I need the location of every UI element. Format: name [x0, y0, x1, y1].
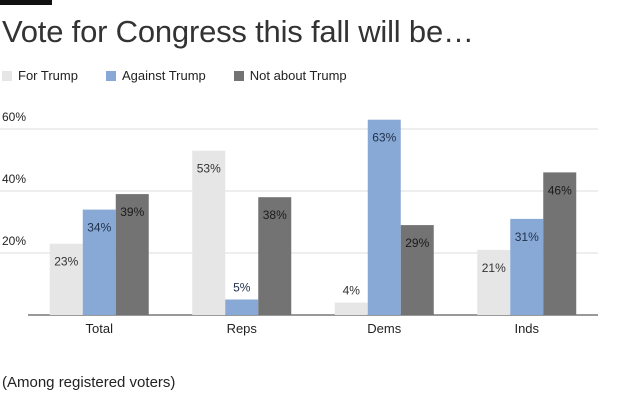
data-label: 63%	[372, 131, 396, 145]
legend: For Trump Against Trump Not about Trump	[2, 68, 375, 83]
x-category-label: Inds	[514, 321, 539, 336]
data-label: 4%	[343, 284, 361, 298]
bar	[82, 209, 116, 315]
legend-label-not-about-trump: Not about Trump	[249, 68, 347, 83]
data-label: 46%	[548, 183, 572, 197]
bar	[367, 119, 401, 315]
bar	[477, 249, 511, 315]
legend-swatch-against-trump	[105, 70, 116, 81]
bar	[258, 197, 292, 315]
bar	[510, 218, 544, 315]
data-label: 21%	[482, 261, 506, 275]
x-category-label: Total	[86, 321, 114, 336]
data-label: 53%	[197, 162, 221, 176]
x-category-label: Reps	[227, 321, 258, 336]
bar	[334, 302, 368, 315]
data-label: 5%	[233, 281, 251, 295]
legend-item-not-about-trump: Not about Trump	[233, 68, 347, 83]
y-tick-label: 40%	[2, 172, 26, 186]
data-label: 29%	[405, 236, 429, 250]
bar	[543, 172, 577, 315]
legend-swatch-for-trump	[2, 70, 12, 81]
bar	[225, 299, 259, 315]
data-label: 34%	[87, 221, 111, 235]
x-category-label: Dems	[367, 321, 401, 336]
footnote: (Among registered voters)	[2, 374, 176, 391]
data-label: 38%	[263, 208, 287, 222]
data-label: 23%	[54, 255, 78, 269]
legend-swatch-not-about-trump	[233, 70, 244, 81]
data-label: 31%	[515, 230, 539, 244]
legend-label-against-trump: Against Trump	[121, 68, 206, 83]
bar	[192, 150, 226, 315]
bar	[400, 225, 434, 315]
legend-item-for-trump: For Trump	[2, 68, 78, 83]
legend-item-against-trump: Against Trump	[105, 68, 206, 83]
data-label: 39%	[120, 205, 144, 219]
y-tick-label: 60%	[2, 110, 26, 124]
header-accent-bar	[0, 0, 52, 5]
legend-label-for-trump: For Trump	[18, 68, 78, 83]
bar	[115, 194, 149, 315]
bar	[49, 243, 83, 315]
y-tick-label: 20%	[2, 234, 26, 248]
chart-title: Vote for Congress this fall will be…	[2, 14, 474, 49]
